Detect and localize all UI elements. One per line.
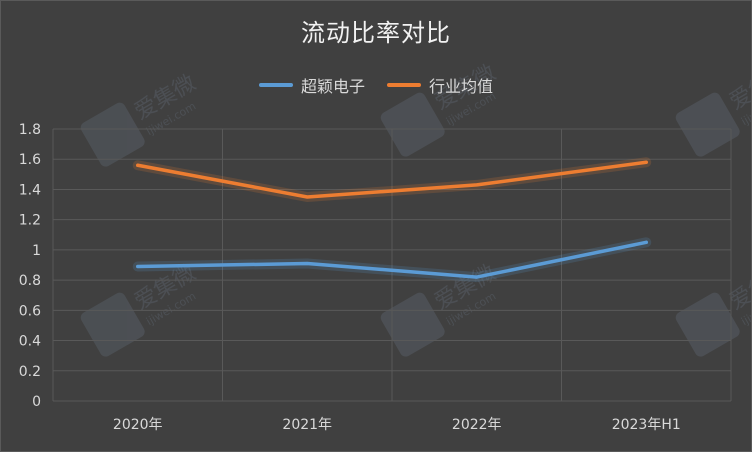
x-tick-label: 2021年 bbox=[282, 417, 332, 433]
series-1-point bbox=[136, 265, 140, 269]
y-tick-label: 1 bbox=[32, 243, 41, 259]
x-tick-label: 2023年H1 bbox=[612, 417, 681, 433]
y-tick-label: 0.2 bbox=[19, 364, 41, 380]
x-tick-label: 2022年 bbox=[452, 417, 502, 433]
series-1-point bbox=[644, 240, 648, 244]
grid-lines bbox=[52, 128, 732, 402]
y-tick-label: 0.6 bbox=[19, 303, 41, 319]
series-1-line bbox=[136, 240, 648, 279]
series-1-point bbox=[305, 261, 309, 265]
legend-label-series-1: 超颖电子 bbox=[300, 77, 365, 96]
legend-swatch-series-2 bbox=[387, 83, 421, 87]
legend-swatch-series-1 bbox=[258, 83, 293, 87]
y-tick-label: 1.2 bbox=[19, 213, 41, 229]
series-2-point bbox=[475, 183, 479, 187]
legend-label-series-2: 行业均值 bbox=[429, 77, 494, 96]
series-2-line bbox=[136, 160, 648, 199]
series-2-point bbox=[136, 163, 140, 167]
x-tick-label: 2020年 bbox=[113, 417, 163, 433]
legend-item-series-2: 行业均值 bbox=[387, 73, 493, 97]
y-tick-label: 1.6 bbox=[19, 152, 41, 168]
chart-title: 流动比率对比 bbox=[301, 19, 451, 47]
chart-legend: 超颖电子 行业均值 bbox=[1, 73, 751, 97]
series-layer bbox=[132, 157, 652, 283]
series-2-point bbox=[305, 195, 309, 199]
y-tick-label: 0.8 bbox=[19, 273, 41, 289]
y-tick-label: 1.8 bbox=[19, 122, 41, 138]
series-2-point bbox=[644, 160, 648, 164]
y-tick-label: 0 bbox=[32, 394, 41, 410]
y-tick-label: 0.4 bbox=[19, 334, 41, 350]
y-axis: 0 0.2 0.4 0.6 0.8 1 1.2 1.4 1.6 1.8 bbox=[19, 122, 41, 410]
series-1-point bbox=[475, 275, 479, 279]
watermark-brand: 爱集微 bbox=[726, 261, 751, 316]
y-tick-label: 1.4 bbox=[19, 182, 41, 198]
legend-item-series-1: 超颖电子 bbox=[258, 73, 365, 97]
x-axis: 2020年 2021年 2022年 2023年H1 bbox=[113, 417, 681, 433]
